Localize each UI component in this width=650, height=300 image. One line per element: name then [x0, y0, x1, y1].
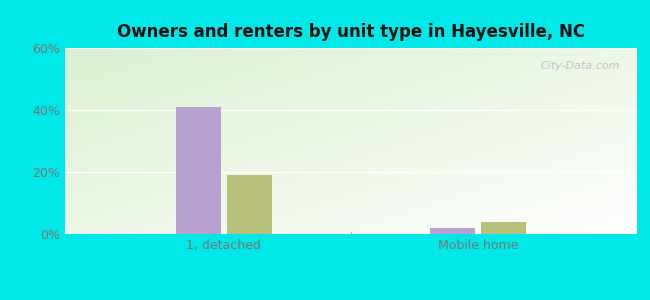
Title: Owners and renters by unit type in Hayesville, NC: Owners and renters by unit type in Hayes… [117, 23, 585, 41]
Bar [227, 175, 272, 234]
Bar [176, 107, 221, 234]
Bar [430, 228, 475, 234]
Text: City-Data.com: City-Data.com [540, 61, 620, 71]
Bar [481, 222, 526, 234]
